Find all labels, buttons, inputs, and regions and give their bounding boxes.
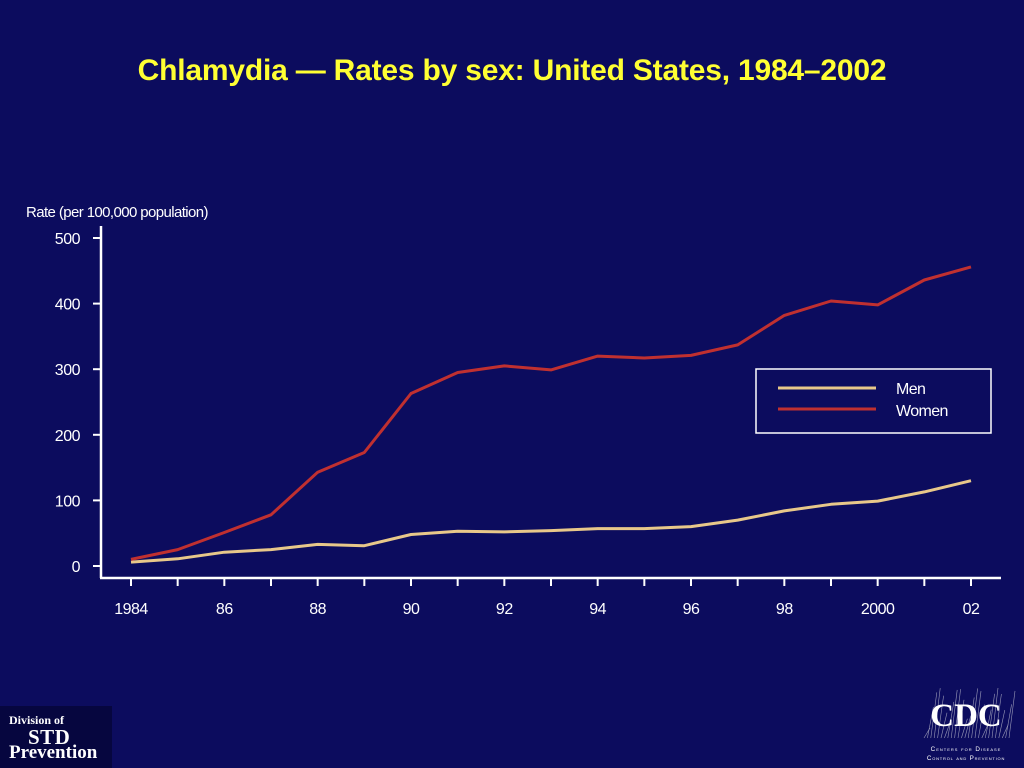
page-title: Chlamydia — Rates by sex: United States,…	[137, 54, 887, 87]
y-tick-label: 100	[55, 493, 81, 510]
x-tick-label: 02	[963, 601, 980, 618]
cdc-logo-line2: Control and Prevention	[927, 755, 1005, 762]
x-ticks: 1984 86 88 90 92 94 96 98 2000 02	[114, 578, 981, 618]
y-tick-label: 300	[55, 362, 81, 379]
std-logo-line2: STD	[28, 725, 71, 749]
legend-label-men: Men	[896, 381, 925, 398]
series-line-women	[130, 265, 972, 561]
cdc-ray	[961, 718, 968, 739]
x-tick-label: 86	[216, 601, 233, 618]
y-tick-label: 0	[72, 559, 81, 576]
cdc-ray	[984, 709, 992, 739]
y-axis-label: Rate (per 100,000 population)	[26, 204, 209, 221]
cdc-ray	[933, 688, 941, 739]
cdc-ray	[930, 692, 938, 739]
rates-line-chart: Rate (per 100,000 population) 0 100 200 300…	[26, 204, 1001, 618]
y-tick-label: 500	[55, 231, 81, 248]
cdc-logo-acronym: CDC	[930, 698, 1002, 734]
std-logo-line3: Prevention	[9, 742, 98, 763]
cdc-ray	[988, 693, 995, 739]
legend: Men Women	[755, 368, 992, 434]
x-tick-label: 90	[403, 601, 420, 618]
x-tick-label: 96	[683, 601, 700, 618]
cdc-ray	[950, 689, 958, 739]
cdc-ray	[947, 701, 955, 739]
cdc-ray	[954, 689, 961, 739]
cdc-logo-rays	[923, 688, 1016, 739]
x-tick-label: 88	[309, 601, 326, 618]
cdc-ray	[940, 712, 948, 739]
y-tick-label: 200	[55, 428, 81, 445]
axes	[99, 226, 1001, 580]
x-tick-label: 98	[776, 601, 793, 618]
std-logo-line1: Division of	[9, 713, 65, 727]
cdc-logo-line1: Centers for Disease	[931, 746, 1002, 753]
cdc-ray	[967, 697, 975, 739]
series-line-men	[130, 479, 972, 564]
cdc-ray	[998, 709, 1006, 739]
legend-box	[755, 368, 992, 434]
x-tick-label: 92	[496, 601, 513, 618]
cdc-ray	[995, 693, 1002, 739]
cdc-logo: CDC Centers for Disease Control and Prev…	[923, 688, 1016, 762]
cdc-ray	[981, 724, 989, 739]
y-ticks: 0 100 200 300 400 500	[55, 231, 101, 576]
cdc-ray	[1008, 690, 1016, 739]
cdc-ray	[978, 704, 985, 739]
cdc-ray	[1005, 704, 1012, 739]
std-prevention-logo: Division of STD Prevention	[0, 706, 112, 768]
cdc-ray	[991, 688, 999, 739]
y-tick-label: 400	[55, 297, 81, 314]
x-tick-label: 2000	[861, 601, 895, 618]
x-tick-label: 94	[589, 601, 606, 618]
cdc-ray	[944, 721, 951, 739]
x-tick-label: 1984	[114, 601, 148, 618]
legend-label-women: Women	[896, 403, 948, 420]
cdc-ray	[974, 691, 982, 739]
cdc-ray	[937, 695, 944, 739]
cdc-ray	[927, 707, 934, 739]
cdc-ray	[964, 715, 972, 739]
cdc-ray	[1001, 724, 1009, 739]
cdc-ray	[957, 699, 965, 739]
cdc-ray	[971, 688, 978, 739]
series-lines	[130, 265, 972, 564]
